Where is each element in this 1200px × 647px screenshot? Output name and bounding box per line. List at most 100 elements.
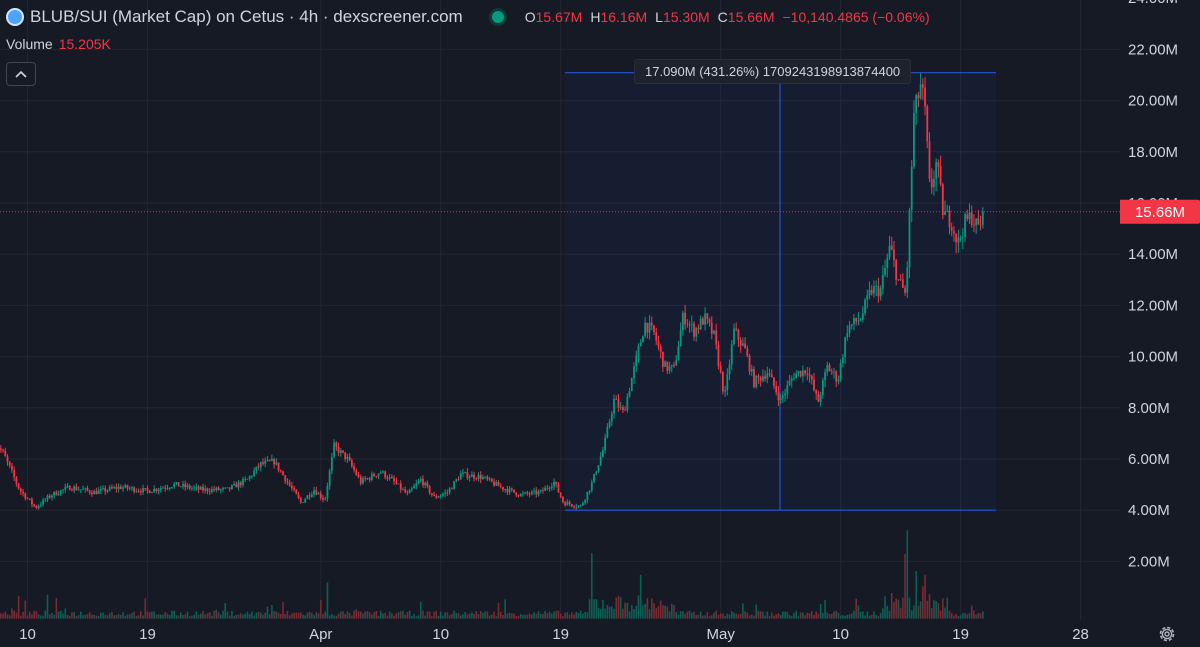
candle bbox=[975, 218, 978, 234]
candle-body bbox=[206, 488, 209, 492]
candle-body bbox=[6, 456, 9, 462]
candle-body bbox=[699, 318, 702, 330]
volume-bar bbox=[946, 597, 949, 619]
candle bbox=[477, 472, 480, 482]
price-tick-label: 8.00M bbox=[1128, 400, 1170, 417]
volume-bar bbox=[659, 600, 662, 619]
candle-body bbox=[326, 486, 329, 499]
candle bbox=[819, 391, 822, 407]
candle-body bbox=[626, 396, 629, 411]
candle bbox=[377, 473, 380, 479]
volume-bar bbox=[559, 613, 562, 619]
volume-bar bbox=[422, 610, 424, 619]
candle-body bbox=[473, 474, 475, 479]
candle bbox=[246, 478, 249, 480]
candle bbox=[353, 463, 355, 473]
candle-body bbox=[821, 380, 824, 396]
candle bbox=[548, 486, 551, 492]
candle-body bbox=[264, 460, 267, 464]
volume-bar bbox=[788, 615, 791, 619]
volume-bar bbox=[82, 615, 84, 619]
candle bbox=[224, 487, 227, 490]
candle-body bbox=[2, 449, 4, 451]
collapse-legend-button[interactable] bbox=[6, 62, 36, 86]
candle bbox=[419, 476, 422, 483]
candle bbox=[339, 448, 342, 457]
candle-body bbox=[553, 481, 555, 487]
candle-body bbox=[633, 366, 635, 379]
candle bbox=[324, 496, 327, 501]
candle bbox=[770, 369, 773, 378]
volume-bar bbox=[291, 613, 293, 619]
candle-body bbox=[844, 337, 846, 358]
candle-body bbox=[673, 364, 675, 366]
volume-bar bbox=[499, 611, 502, 619]
candle-body bbox=[119, 486, 122, 489]
candle-body bbox=[419, 478, 422, 481]
candle bbox=[139, 488, 142, 496]
candle-body bbox=[24, 493, 27, 499]
volume-bar bbox=[551, 613, 553, 619]
volume-bar bbox=[342, 611, 344, 619]
volume-bar bbox=[568, 614, 571, 619]
candle-body bbox=[162, 487, 164, 489]
volume-bar bbox=[255, 612, 258, 619]
candle-body bbox=[348, 456, 351, 461]
volume-bar bbox=[735, 613, 738, 619]
volume-bar bbox=[806, 612, 809, 619]
candle bbox=[764, 370, 766, 382]
gear-icon[interactable] bbox=[1157, 624, 1177, 644]
candle bbox=[333, 439, 335, 459]
candle-body bbox=[357, 475, 360, 477]
candle bbox=[941, 182, 944, 220]
candle bbox=[859, 317, 862, 322]
volume-bar bbox=[575, 611, 578, 619]
candle-body bbox=[37, 505, 40, 508]
volume-bar bbox=[768, 616, 771, 619]
candle bbox=[844, 336, 846, 364]
candle bbox=[4, 447, 7, 457]
candle-body bbox=[446, 492, 449, 494]
candle bbox=[117, 483, 120, 493]
candle bbox=[413, 483, 415, 489]
time-axis[interactable]: 10 19 Apr 10 19 May 10 19 28 bbox=[0, 620, 1200, 647]
candle-body bbox=[973, 225, 975, 226]
candle-body bbox=[582, 502, 584, 506]
volume-bar bbox=[848, 614, 851, 619]
candle bbox=[750, 364, 753, 377]
candle bbox=[855, 317, 858, 326]
candle-body bbox=[602, 449, 604, 457]
candle-body bbox=[557, 484, 560, 493]
candle-body bbox=[706, 313, 709, 319]
volume-bar bbox=[826, 612, 829, 619]
volume-bar bbox=[57, 611, 60, 619]
volume-bar bbox=[253, 615, 255, 619]
candle-body bbox=[482, 477, 484, 480]
candle-body bbox=[562, 497, 564, 503]
candle bbox=[721, 371, 724, 395]
candle-body bbox=[22, 491, 24, 494]
volume-bar bbox=[348, 612, 351, 619]
candle-body bbox=[577, 505, 580, 507]
candle bbox=[39, 501, 42, 508]
candle-body bbox=[921, 84, 924, 88]
price-axis[interactable]: 2.00M4.00M6.00M8.00M10.00M12.00M14.00M16… bbox=[1120, 0, 1200, 620]
volume-bar bbox=[413, 613, 415, 619]
candle bbox=[475, 477, 478, 481]
price-chart[interactable] bbox=[0, 0, 1120, 620]
volume-bar bbox=[624, 602, 626, 619]
candle-body bbox=[342, 450, 344, 453]
volume-bar bbox=[602, 599, 604, 619]
candle bbox=[644, 316, 647, 339]
candle bbox=[835, 369, 838, 388]
candle-body bbox=[46, 495, 49, 500]
volume-bar bbox=[666, 606, 669, 619]
candle-body bbox=[579, 505, 582, 507]
candle-body bbox=[277, 462, 280, 471]
candle-body bbox=[408, 489, 411, 494]
volume-bar bbox=[6, 614, 9, 619]
candle bbox=[955, 233, 958, 254]
volume-bar bbox=[193, 614, 195, 619]
candle-body bbox=[148, 490, 151, 494]
candle-body bbox=[368, 478, 371, 480]
